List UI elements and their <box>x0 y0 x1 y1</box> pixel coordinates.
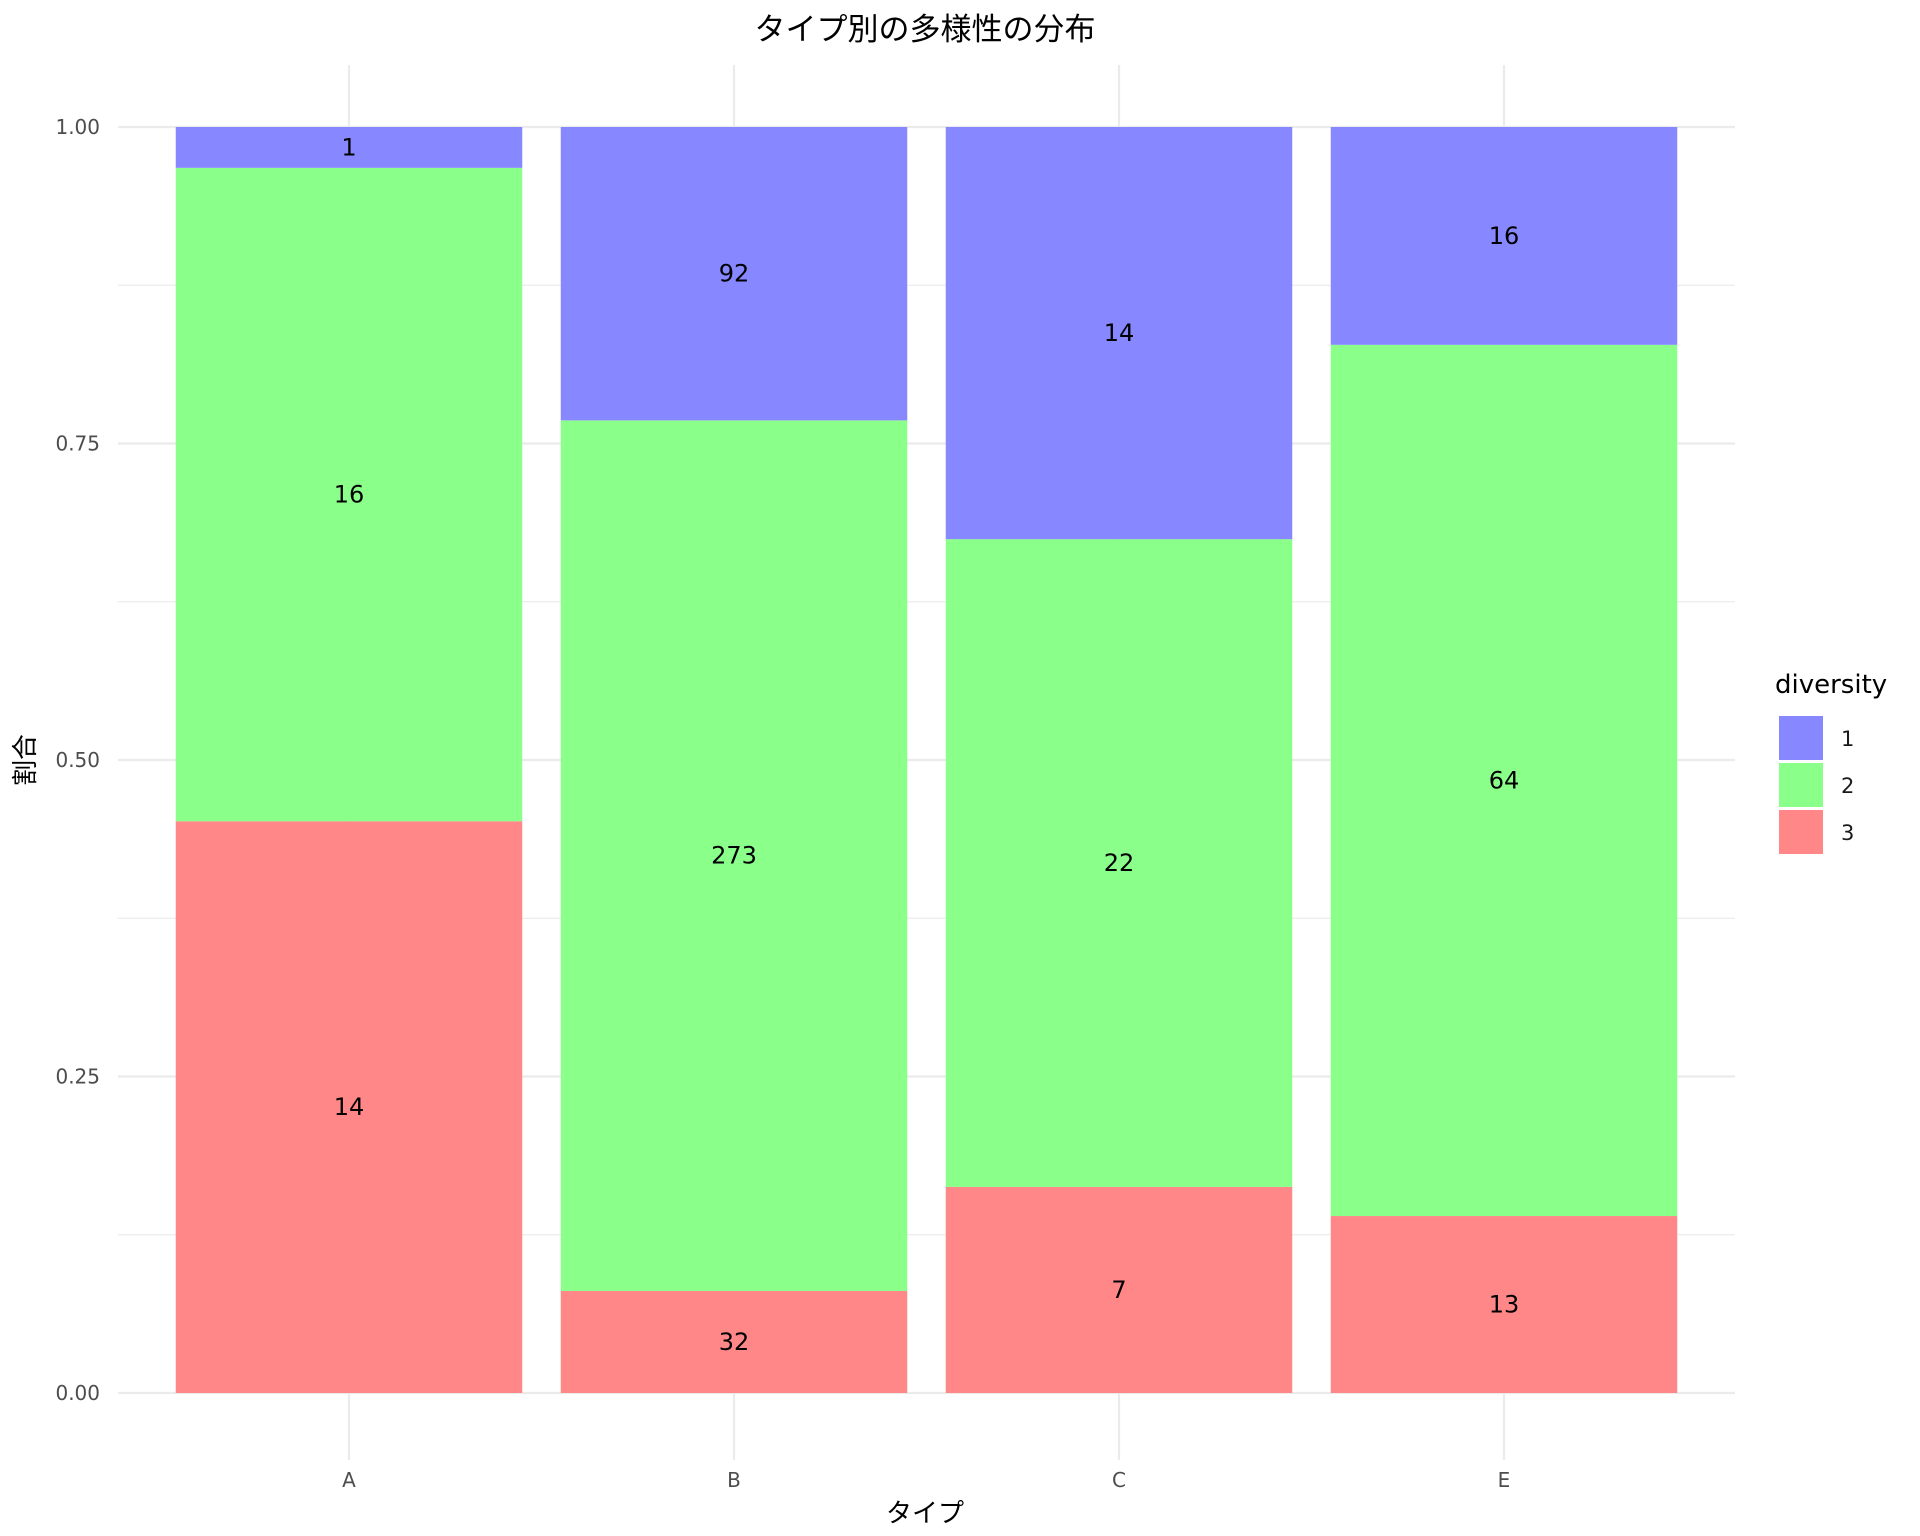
bar-segment <box>560 1290 908 1393</box>
legend-label: 1 <box>1841 727 1854 751</box>
data-label: 14 <box>334 1093 365 1121</box>
chart-title: タイプ別の多様性の分布 <box>755 12 1096 48</box>
legend: diversity 1 2 3 <box>1775 670 1887 854</box>
data-label: 16 <box>1489 222 1520 250</box>
bar-segment <box>1330 127 1678 345</box>
data-label: 92 <box>719 260 750 288</box>
data-label: 14 <box>1104 319 1135 347</box>
legend-title: diversity <box>1775 670 1887 700</box>
data-label: 7 <box>1111 1276 1126 1304</box>
legend-label: 2 <box>1841 774 1854 798</box>
legend-swatch <box>1779 810 1823 854</box>
x-tick-label: E <box>1498 1468 1511 1492</box>
legend-items: 1 2 3 <box>1779 716 1854 854</box>
data-label: 16 <box>334 481 365 509</box>
bar-segment <box>175 167 523 822</box>
x-tick-label: C <box>1112 1468 1126 1492</box>
y-tick-label: 0.50 <box>55 748 100 772</box>
y-tick-label: 1.00 <box>55 115 100 139</box>
bar-segment <box>175 821 523 1393</box>
bar-segment <box>945 1186 1293 1393</box>
bar-segment <box>1330 344 1678 1217</box>
bar-segment <box>560 127 908 421</box>
data-label: 64 <box>1489 766 1520 794</box>
segment-labels: 14 16 1 32 273 92 7 22 14 13 64 16 <box>334 133 1520 1356</box>
data-label: 32 <box>719 1328 750 1356</box>
x-tick-label: B <box>727 1468 741 1492</box>
y-tick-label: 0.25 <box>55 1065 100 1089</box>
data-label: 1 <box>341 133 356 161</box>
y-tick-label: 0.00 <box>55 1381 100 1405</box>
bar-segment <box>945 539 1293 1187</box>
data-label: 22 <box>1104 849 1135 877</box>
x-axis-title: タイプ <box>886 1499 964 1529</box>
data-label: 273 <box>711 842 757 870</box>
y-tick-label: 0.75 <box>55 432 100 456</box>
bar-segment <box>560 420 908 1291</box>
bar-segment <box>945 127 1293 540</box>
x-tick-label: A <box>342 1468 356 1492</box>
y-axis-title: 割合 <box>11 734 41 786</box>
axes: 0.00 0.25 0.50 0.75 1.00 A B C E <box>55 115 1510 1492</box>
legend-label: 3 <box>1841 821 1854 845</box>
bar-segment <box>1330 1216 1678 1393</box>
bars <box>175 127 1678 1393</box>
data-label: 13 <box>1489 1291 1520 1319</box>
legend-swatch <box>1779 716 1823 760</box>
legend-swatch <box>1779 763 1823 807</box>
bar-segment <box>175 127 523 168</box>
